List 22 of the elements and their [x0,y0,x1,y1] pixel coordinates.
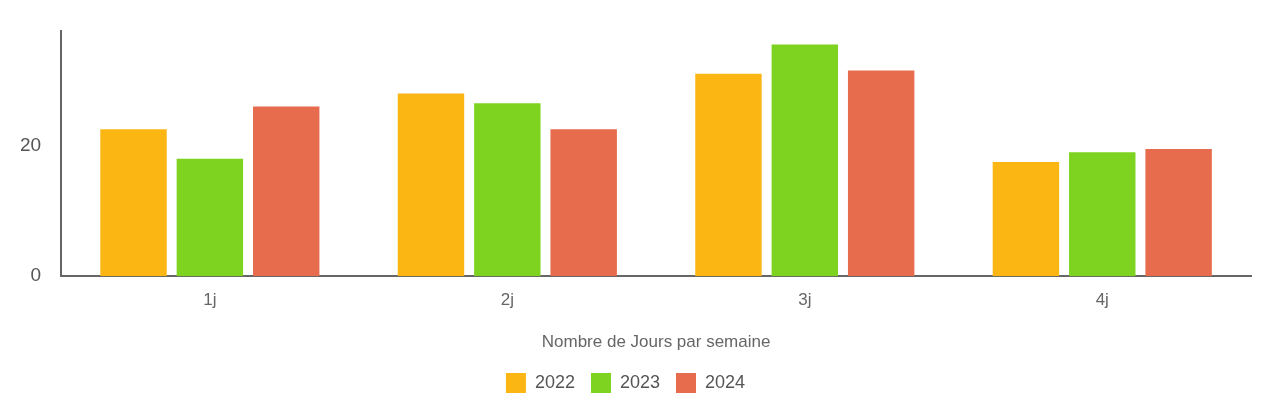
bar [771,44,839,277]
bar [474,103,541,277]
bar [695,73,762,277]
bar [397,93,465,277]
legend-label: 2024 [705,371,746,392]
bar [1069,152,1136,277]
bar [550,129,617,277]
bar [1145,148,1212,277]
bar [176,158,244,277]
bar [100,129,167,277]
bar [992,161,1060,277]
x-tick-label: 3j [798,290,812,310]
bar [253,106,320,277]
legend-label: 2023 [619,371,661,392]
legend-label: 2022 [534,371,575,392]
y-tick-label: 0 [30,264,42,286]
x-tick-label: 4j [1095,290,1109,310]
x-tick-label: 2j [500,290,514,310]
y-tick-label: 20 [19,133,42,155]
x-tick-label: 1j [203,290,217,310]
bar [847,70,915,277]
x-axis-title: Nombre de Jours par semaine [541,332,771,352]
